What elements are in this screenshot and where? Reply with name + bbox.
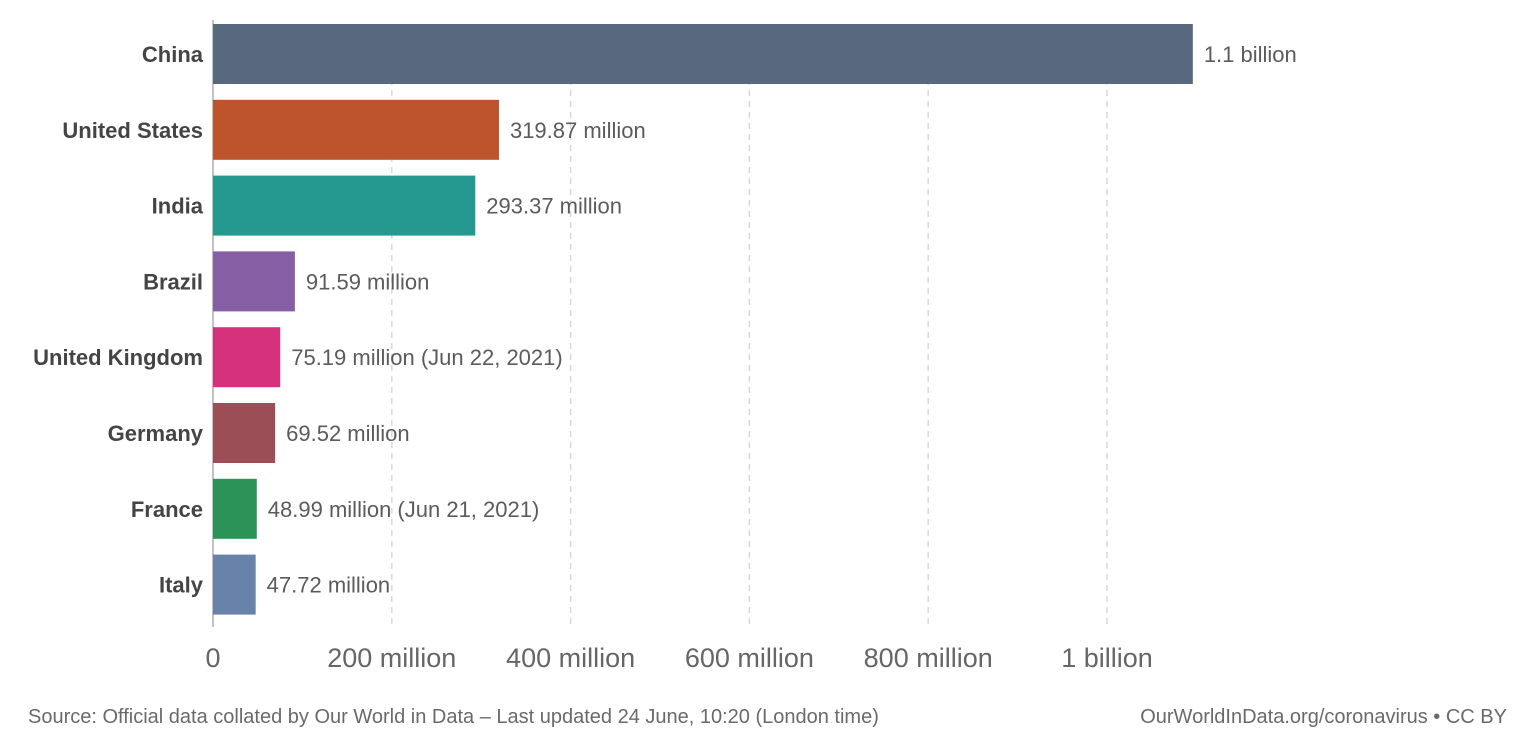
x-tick-label: 1 billion bbox=[1061, 643, 1153, 673]
category-label: United States bbox=[62, 118, 203, 143]
bar-germany[interactable] bbox=[213, 403, 276, 463]
credit-link[interactable]: OurWorldInData.org/coronavirus • CC BY bbox=[1140, 706, 1507, 728]
value-label: 48.99 million (Jun 21, 2021) bbox=[268, 497, 540, 522]
bar-united-kingdom[interactable] bbox=[213, 327, 281, 388]
x-tick-label: 0 bbox=[205, 643, 220, 673]
value-label: 47.72 million bbox=[267, 573, 391, 598]
bar-india[interactable] bbox=[213, 175, 476, 236]
category-label: United Kingdom bbox=[33, 345, 203, 370]
bar-brazil[interactable] bbox=[213, 251, 295, 312]
value-label: 319.87 million bbox=[510, 118, 646, 143]
category-label: India bbox=[152, 194, 204, 219]
x-tick-label: 200 million bbox=[327, 643, 456, 673]
category-label: China bbox=[142, 42, 204, 67]
value-label: 1.1 billion bbox=[1204, 42, 1297, 67]
x-tick-label: 600 million bbox=[685, 643, 814, 673]
bar-layer bbox=[213, 24, 1193, 615]
label-layer: China 1.1 billion United States 319.87 mill… bbox=[33, 42, 1297, 598]
bar-united-states[interactable] bbox=[213, 99, 499, 160]
category-label: Brazil bbox=[143, 269, 203, 294]
bar-china[interactable] bbox=[213, 24, 1193, 84]
value-label: 91.59 million bbox=[306, 269, 430, 294]
category-label: Germany bbox=[108, 421, 204, 446]
source-note: Source: Official data collated by Our Wo… bbox=[28, 706, 879, 728]
category-label: France bbox=[131, 497, 203, 522]
value-label: 293.37 million bbox=[486, 194, 622, 219]
x-tick-label: 400 million bbox=[506, 643, 635, 673]
value-label: 69.52 million bbox=[286, 421, 410, 446]
category-label: Italy bbox=[159, 573, 204, 598]
tick-layer: 0 200 million 400 million 600 million 800 mi… bbox=[205, 643, 1152, 673]
value-label: 75.19 million (Jun 22, 2021) bbox=[291, 345, 563, 370]
bar-france[interactable] bbox=[213, 478, 257, 539]
x-tick-label: 800 million bbox=[864, 643, 993, 673]
bar-italy[interactable] bbox=[213, 554, 256, 615]
